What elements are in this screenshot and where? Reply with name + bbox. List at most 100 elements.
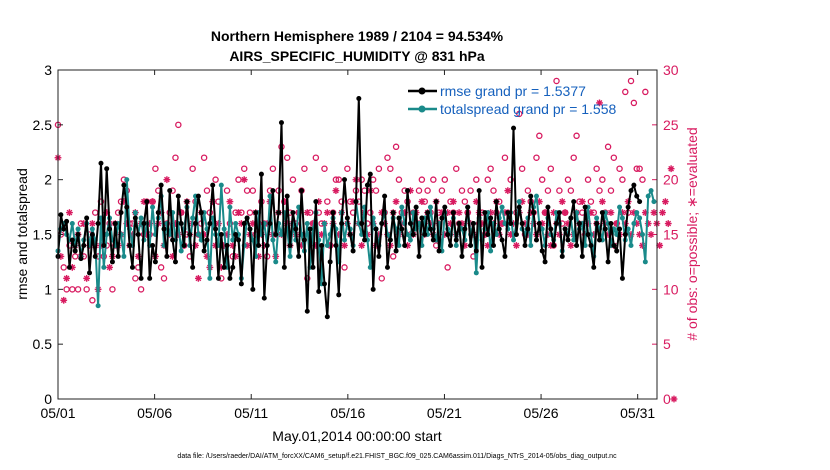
rmse-point: [522, 242, 528, 248]
rmse-point: [362, 237, 368, 243]
obs-evaluated-marker: [235, 209, 242, 216]
spread-point: [89, 226, 95, 232]
rmse-point: [637, 199, 643, 205]
obs-possible-marker: [415, 187, 423, 194]
rmse-point: [104, 166, 110, 172]
obs-possible-marker: [375, 165, 383, 172]
rmse-point: [370, 286, 376, 292]
obs-evaluated-marker: [661, 198, 669, 205]
y2-tick-label: 5: [663, 336, 671, 352]
rmse-point: [356, 96, 362, 102]
rmse-point: [402, 242, 408, 248]
obs-possible-marker: [458, 187, 466, 194]
spread-point: [594, 215, 600, 221]
rmse-point: [281, 264, 287, 270]
rmse-point: [238, 281, 244, 287]
y-tick-label: 1: [44, 281, 52, 297]
rmse-point: [112, 221, 118, 227]
legend-spread-label: totalspread grand pr = 1.558: [440, 101, 617, 117]
obs-possible-marker: [175, 121, 182, 129]
y-axis-label: rmse and totalspread: [14, 168, 30, 300]
rmse-point: [87, 270, 93, 276]
obs-possible-marker: [533, 154, 540, 161]
obs-possible-marker: [584, 176, 592, 183]
y2-tick-label: 10: [663, 281, 679, 297]
spread-point: [178, 248, 184, 254]
y2-tick-label: 30: [663, 62, 679, 78]
rmse-point: [64, 218, 70, 224]
rmse-point: [330, 210, 336, 216]
rmse-point: [614, 248, 620, 254]
obs-possible-marker: [83, 286, 90, 293]
obs-possible-marker: [109, 286, 116, 293]
rmse-point: [413, 204, 419, 210]
obs-possible-marker: [639, 176, 646, 183]
rmse-point: [319, 242, 325, 248]
rmse-point: [210, 182, 216, 188]
rmse-point: [184, 199, 190, 205]
spread-point: [367, 264, 373, 270]
obs-possible-marker: [212, 176, 219, 183]
rmse-point: [468, 242, 474, 248]
rmse-point: [353, 199, 359, 205]
rmse-point: [585, 232, 591, 237]
obs-possible-marker: [524, 187, 532, 194]
rmse-point: [89, 232, 95, 237]
rmse-point: [542, 259, 548, 265]
rmse-point: [327, 259, 333, 265]
obs-possible-marker: [384, 154, 391, 161]
spread-point: [69, 221, 75, 227]
legend: rmse grand pr = 1.5377 totalspread grand…: [408, 83, 617, 117]
obs-possible-marker: [544, 187, 552, 194]
legend-spread-marker: [418, 105, 426, 113]
x-tick-label: 05/11: [234, 405, 268, 421]
obs-evaluated-marker: [561, 209, 569, 216]
obs-possible-marker: [341, 264, 348, 271]
rmse-point: [393, 248, 399, 254]
rmse-point: [591, 264, 597, 270]
rmse-point: [290, 210, 296, 216]
x-tick-label: 05/31: [620, 405, 655, 421]
obs-possible-marker: [596, 187, 603, 194]
rmse-point: [310, 264, 316, 270]
obs-possible-marker: [430, 176, 437, 183]
rmse-point: [347, 232, 353, 237]
obs-possible-marker: [473, 176, 480, 183]
rmse-point: [313, 199, 319, 205]
rmse-point: [565, 237, 571, 243]
rmse-point: [72, 248, 78, 254]
obs-possible-marker: [573, 132, 580, 140]
obs-possible-marker: [461, 198, 469, 205]
rmse-point: [579, 253, 585, 259]
rmse-point: [66, 264, 72, 270]
rmse-point: [150, 242, 156, 248]
obs-evaluated-marker: [578, 198, 586, 205]
spread-point: [396, 242, 402, 248]
rmse-point: [158, 182, 164, 188]
right-axis-ticks: 0 5 10 15 20 25 30: [652, 62, 679, 407]
rmse-point: [261, 295, 267, 301]
obs-evaluated-marker: [644, 220, 652, 227]
rmse-point: [448, 242, 454, 248]
rmse-point: [92, 253, 98, 259]
rmse-point: [536, 221, 542, 227]
obs-evaluated-marker: [63, 274, 70, 282]
obs-evaluated-marker: [60, 296, 68, 304]
rmse-point: [531, 210, 537, 216]
y-tick-label: 0.5: [33, 336, 53, 352]
rmse-point: [571, 199, 577, 205]
spread-point: [488, 248, 494, 254]
x-tick-label: 05/06: [137, 405, 172, 421]
rmse-point: [562, 226, 568, 232]
spread-point: [407, 237, 413, 243]
rmse-point: [135, 232, 141, 237]
rmse-point: [333, 242, 339, 248]
rmse-point: [439, 215, 445, 221]
rmse-point: [213, 226, 219, 232]
obs-possible-marker: [441, 176, 449, 183]
rmse-point: [170, 237, 176, 243]
rmse-point: [436, 248, 442, 254]
obs-evaluated-marker: [66, 209, 73, 216]
obs-evaluated-marker: [240, 176, 248, 184]
spread-point: [150, 204, 156, 210]
